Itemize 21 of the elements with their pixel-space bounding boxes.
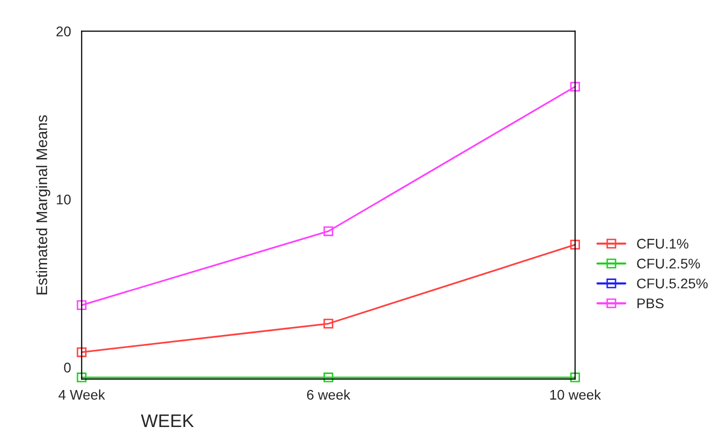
- point: [76, 372, 87, 382]
- point: [324, 226, 334, 236]
- y-tick-label: 0: [64, 362, 71, 373]
- x-axis-title: WEEK: [140, 414, 194, 427]
- legend-label: PBS: [637, 298, 664, 308]
- y-axis-title: Estimated Marginal Means: [36, 115, 50, 294]
- x-tick-label: 6 week: [307, 390, 350, 400]
- point: [76, 300, 87, 310]
- point: [570, 82, 580, 92]
- x-tick-label: 4 Week: [58, 390, 106, 400]
- point: [570, 372, 580, 382]
- x-tick-label: 10 week: [550, 390, 601, 400]
- legend-label: CFU.1%: [637, 238, 688, 249]
- point: [324, 318, 334, 328]
- legend-label: CFU.5.25%: [637, 278, 708, 288]
- point: [324, 372, 334, 382]
- legend-label: CFU.2.5%: [637, 258, 700, 269]
- y-tick-label: 20: [56, 26, 71, 36]
- point: [570, 240, 580, 250]
- point: [76, 347, 87, 358]
- y-tick-label: 10: [56, 194, 71, 204]
